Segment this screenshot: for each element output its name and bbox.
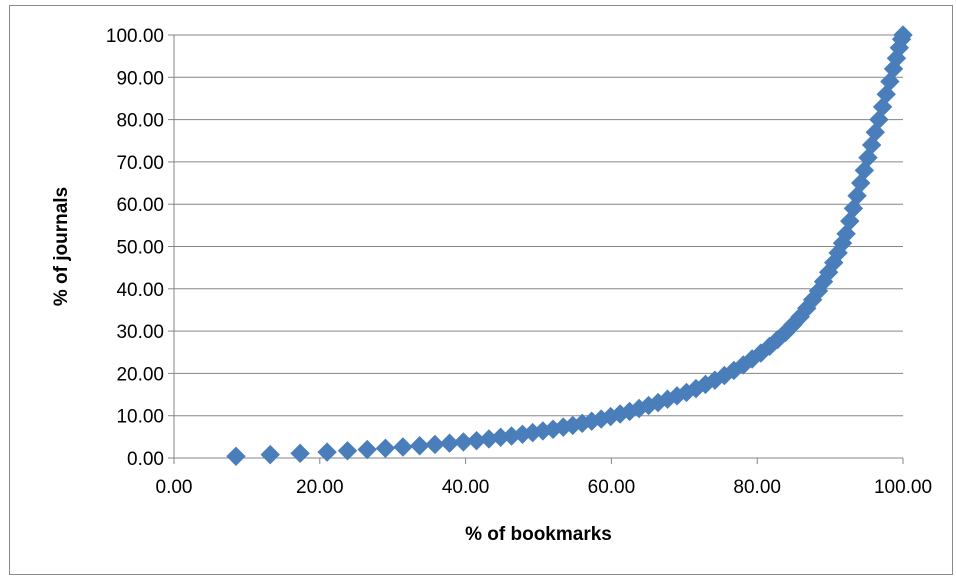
- gridlines: [174, 34, 903, 417]
- x-tick-label: 20.00: [296, 477, 344, 498]
- x-tick-label: 0.00: [156, 477, 193, 498]
- y-tick-label: 60.00: [116, 195, 164, 216]
- y-tick-label: 10.00: [116, 407, 164, 428]
- y-tick-labels: 0.00 10.00 20.00 30.00 40.00 50.00 60.00 70.00 8…: [106, 26, 164, 470]
- x-tick-label: 100.00: [874, 477, 932, 498]
- data-point: [260, 444, 280, 465]
- y-axis-title: % of journals: [51, 187, 72, 306]
- data-point: [893, 25, 913, 45]
- y-tick-label: 20.00: [116, 364, 164, 385]
- data-points: [226, 25, 913, 467]
- y-tick-label: 30.00: [116, 322, 164, 343]
- y-tick-label: 0.00: [127, 449, 164, 470]
- data-point: [290, 443, 310, 464]
- y-tick-label: 70.00: [116, 153, 164, 174]
- y-tick-label: 40.00: [116, 280, 164, 301]
- x-tick-label: 80.00: [733, 477, 781, 498]
- x-axis-title: % of bookmarks: [465, 524, 612, 545]
- data-point: [357, 439, 377, 460]
- y-tick-label: 90.00: [116, 68, 164, 89]
- data-point: [883, 59, 904, 79]
- y-tick-label: 50.00: [116, 238, 164, 259]
- y-tick-label: 100.00: [106, 26, 164, 47]
- axes: [168, 34, 904, 464]
- data-point: [393, 437, 413, 457]
- data-point: [409, 436, 430, 456]
- x-tick-labels: 0.00 20.00 40.00 60.00 80.00 100.00: [156, 477, 933, 498]
- data-point: [317, 442, 337, 462]
- data-point: [337, 441, 358, 461]
- x-tick-label: 40.00: [442, 477, 490, 498]
- x-tick-label: 60.00: [588, 477, 636, 498]
- y-tick-label: 80.00: [116, 111, 164, 132]
- data-point: [226, 446, 246, 467]
- chart-area: [9, 5, 953, 575]
- data-point: [375, 438, 396, 458]
- data-point: [425, 434, 445, 455]
